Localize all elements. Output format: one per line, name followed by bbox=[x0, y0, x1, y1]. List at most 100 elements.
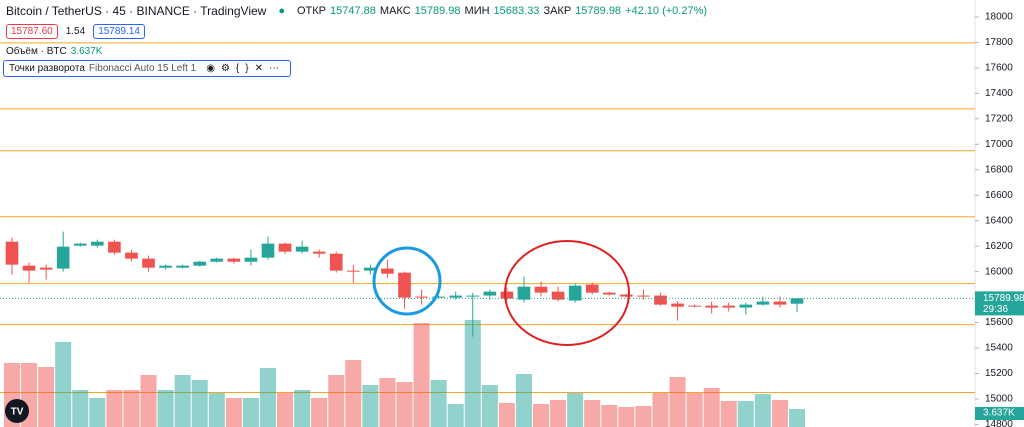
volume-bar bbox=[550, 400, 567, 427]
volume-label: Объём · BTC bbox=[6, 46, 67, 57]
candle-body bbox=[449, 295, 463, 298]
y-tick-label: 15600 bbox=[985, 317, 1013, 328]
indicator-name: Точки разворота bbox=[9, 63, 85, 74]
status-dot: ● bbox=[278, 5, 285, 17]
candle-body bbox=[227, 258, 241, 262]
volume-bar bbox=[413, 323, 430, 427]
candle-body bbox=[125, 252, 138, 259]
volume-bar bbox=[140, 375, 157, 427]
volume-bar bbox=[601, 405, 618, 427]
candle-body bbox=[244, 257, 258, 262]
y-tick-label: 16600 bbox=[985, 190, 1013, 201]
volume-bar bbox=[635, 406, 652, 427]
volume-bar bbox=[242, 398, 259, 427]
volume-bar bbox=[396, 382, 413, 427]
y-tick-label: 16200 bbox=[985, 241, 1013, 252]
volume-bar bbox=[123, 390, 140, 427]
last-price-label: 15789.98 bbox=[983, 293, 1024, 304]
label: МАКС bbox=[379, 5, 411, 17]
candle-body bbox=[654, 295, 667, 305]
candle-body bbox=[364, 267, 377, 271]
candle-body bbox=[551, 291, 565, 300]
y-tick-label: 15000 bbox=[985, 394, 1013, 405]
candle-body bbox=[773, 301, 787, 305]
indicator-icons[interactable]: ◉⚙{}✕⋯ bbox=[206, 63, 285, 74]
volume-bar bbox=[788, 408, 806, 427]
volume-bar bbox=[447, 404, 464, 427]
volume-bar bbox=[652, 393, 669, 427]
volume-bar bbox=[584, 400, 601, 427]
y-tick-label: 17800 bbox=[985, 37, 1013, 48]
volume-bar bbox=[157, 390, 174, 427]
y-tick-label: 17600 bbox=[985, 63, 1013, 74]
candle-body bbox=[432, 296, 445, 298]
indicator-row[interactable]: Точки разворота Fibonacci Auto 15 Left 1… bbox=[3, 60, 291, 77]
quote-row: 15787.60 1.54 15789.14 bbox=[6, 24, 145, 39]
last-price-tag bbox=[975, 291, 1024, 316]
label: МИН bbox=[464, 5, 490, 17]
candle-body bbox=[585, 284, 599, 293]
value: 15789.98 bbox=[575, 5, 622, 17]
buy-button[interactable]: 15789.14 bbox=[93, 24, 145, 39]
highlight-ellipse bbox=[504, 240, 630, 346]
candle-body bbox=[108, 241, 121, 253]
volume-bar bbox=[669, 377, 686, 427]
volume-bar bbox=[430, 380, 447, 427]
volume-bar bbox=[362, 385, 379, 427]
highlight-circle bbox=[372, 246, 442, 316]
volume-bar bbox=[532, 404, 550, 427]
volume-bar bbox=[498, 403, 515, 427]
volume-bar bbox=[720, 401, 737, 427]
candle-body bbox=[415, 296, 428, 298]
candle-body bbox=[159, 265, 172, 268]
candle-body bbox=[56, 246, 70, 269]
candle-body bbox=[5, 241, 19, 265]
candle-body bbox=[739, 304, 753, 308]
candle-body bbox=[193, 261, 207, 266]
volume-tag-label: 3.637K bbox=[983, 408, 1015, 419]
y-tick-label: 15200 bbox=[985, 368, 1013, 379]
candle-body bbox=[534, 286, 548, 293]
y-tick-label: 15400 bbox=[985, 343, 1013, 354]
candle-body bbox=[756, 301, 770, 305]
candle-body bbox=[261, 243, 275, 258]
volume-bar bbox=[703, 388, 720, 427]
sell-button[interactable]: 15787.60 bbox=[6, 24, 58, 39]
y-tick-label: 14800 bbox=[985, 419, 1013, 427]
candle-body bbox=[39, 267, 53, 270]
volume-bar bbox=[55, 342, 72, 427]
y-tick-label: 16400 bbox=[985, 215, 1013, 226]
volume-bar bbox=[345, 360, 362, 427]
volume-bar bbox=[379, 378, 396, 427]
candle-body bbox=[500, 291, 514, 299]
candle-body bbox=[671, 303, 684, 307]
candle-body bbox=[22, 265, 36, 271]
volume-bar bbox=[89, 398, 106, 427]
value: 15683.33 bbox=[493, 5, 540, 17]
volume-bar bbox=[277, 393, 294, 427]
volume-bar bbox=[754, 394, 771, 427]
y-tick-label: 17400 bbox=[985, 88, 1013, 99]
volume-bar bbox=[106, 390, 123, 427]
volume-bar bbox=[311, 398, 328, 427]
candle-body bbox=[278, 243, 292, 252]
label: ОТКР bbox=[296, 5, 327, 17]
candle-body bbox=[637, 295, 650, 297]
y-tick-label: 17000 bbox=[985, 139, 1013, 150]
candle-body bbox=[312, 251, 326, 254]
volume-tag bbox=[975, 406, 1024, 420]
volume-bar bbox=[38, 367, 55, 427]
volume-bar bbox=[567, 393, 584, 427]
y-tick-label: 16000 bbox=[985, 266, 1013, 277]
volume-bar bbox=[618, 407, 635, 427]
volume-bar bbox=[294, 390, 311, 427]
candle-body bbox=[295, 246, 309, 252]
change: +42.10 (+0.27%) bbox=[625, 5, 708, 17]
countdown: 29:36 bbox=[983, 304, 1008, 315]
legend-row: Bitcoin / TetherUS · 45 · BINANCE · Trad… bbox=[6, 4, 707, 18]
candle-body bbox=[381, 268, 394, 274]
volume-bar bbox=[481, 385, 498, 427]
indicator-params: Fibonacci Auto 15 Left 1 bbox=[88, 63, 197, 74]
